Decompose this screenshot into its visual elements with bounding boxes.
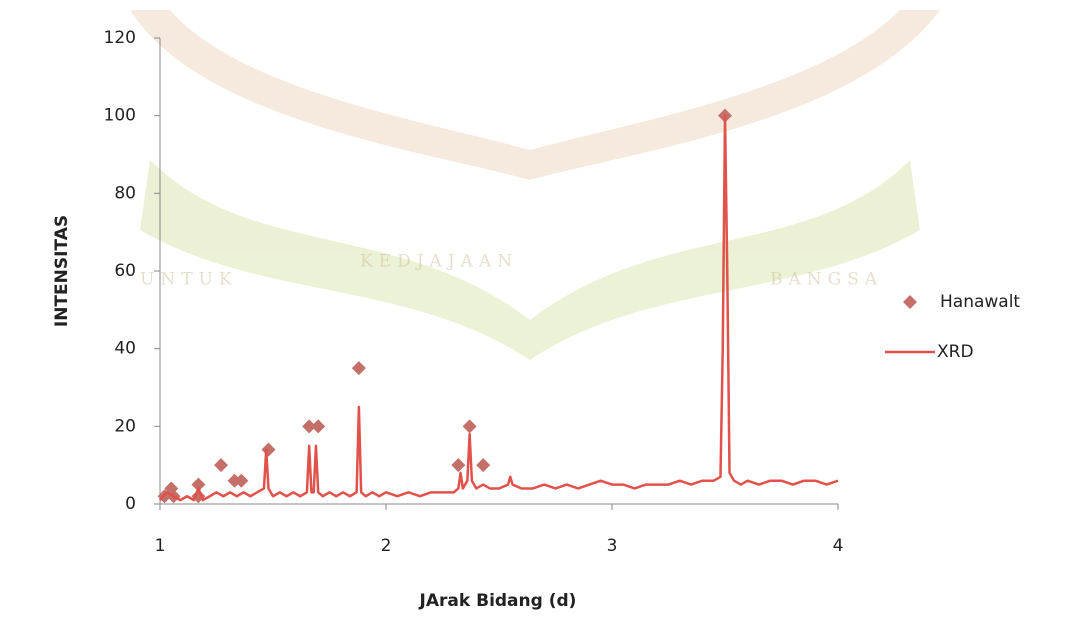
hanawalt-point: [214, 458, 228, 472]
legend-label: Hanawalt: [940, 292, 1020, 312]
x-tick-label: 2: [381, 536, 392, 556]
y-tick-label: 60: [114, 261, 136, 281]
y-tick-label: 80: [114, 183, 136, 203]
hanawalt-point: [476, 458, 490, 472]
watermark-emblem: [130, 10, 940, 360]
emblem-ornament: [140, 160, 920, 360]
chart: UNTUK KEDJAJAAN BANGSA JArak Bidang (d) …: [0, 0, 1068, 642]
hanawalt-point: [311, 419, 325, 433]
legend-marker: [903, 295, 917, 309]
watermark-text: KEDJAJAAN: [360, 252, 518, 272]
x-tick-label: 1: [155, 536, 166, 556]
x-tick-label: 3: [607, 536, 618, 556]
watermark-text: UNTUK: [140, 270, 238, 290]
hanawalt-point: [451, 458, 465, 472]
y-tick-label: 0: [125, 494, 136, 514]
hanawalt-point: [261, 443, 275, 457]
watermark-text: BANGSA: [770, 270, 883, 290]
hanawalt-point: [463, 419, 477, 433]
emblem-arc: [130, 10, 940, 180]
y-tick-label: 20: [114, 416, 136, 436]
y-axis-title: INTENSITAS: [52, 215, 72, 327]
y-tick-label: 100: [104, 106, 136, 126]
y-tick-label: 120: [104, 28, 136, 48]
y-tick-label: 40: [114, 339, 136, 359]
legend-label: XRD: [937, 342, 974, 362]
x-axis-title: JArak Bidang (d): [419, 591, 577, 611]
hanawalt-point: [352, 361, 366, 375]
x-tick-label: 4: [833, 536, 844, 556]
